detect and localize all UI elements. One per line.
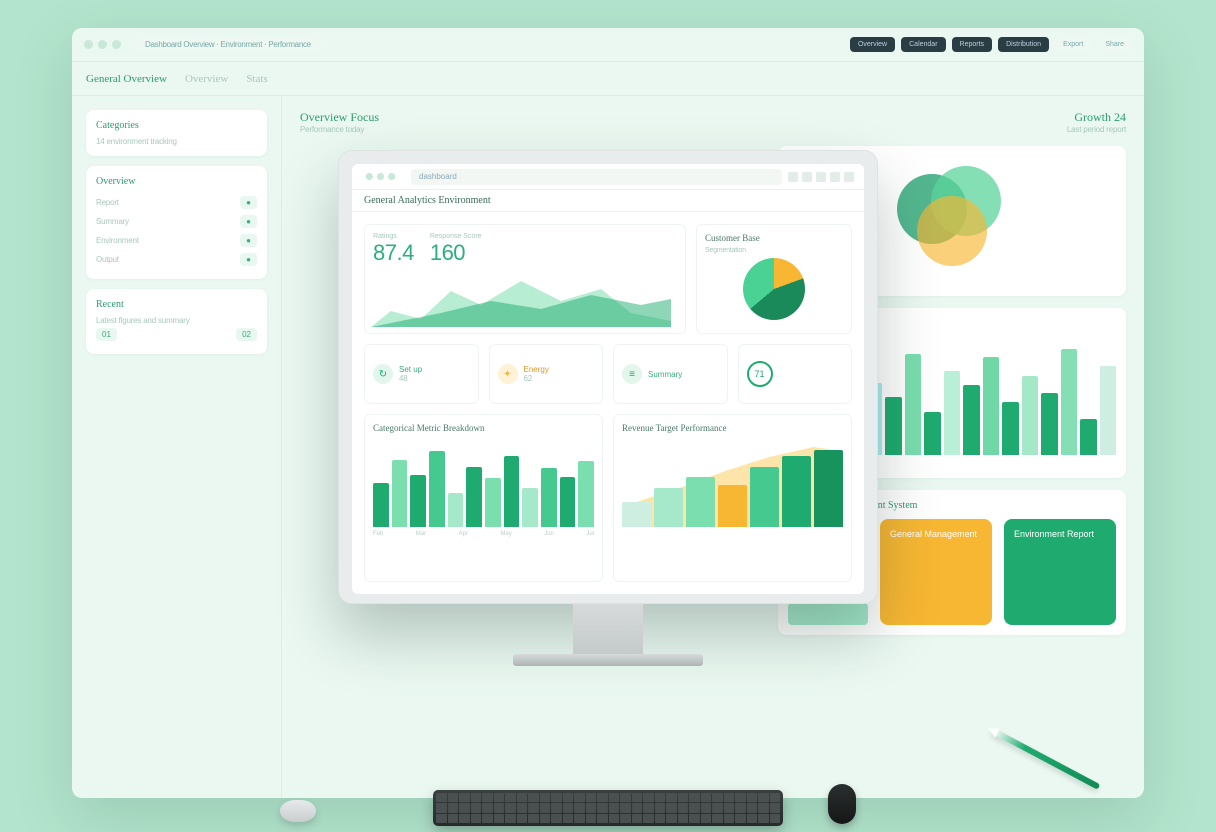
card-title: Categories [96,120,257,131]
list-item[interactable]: Environment● [96,231,257,250]
stat-energy[interactable]: ✦ Energy62 [489,344,604,404]
chart-title: Categorical Metric Breakdown [373,423,594,433]
browser-toolbar: Dashboard Overview · Environment · Perfo… [72,28,1144,62]
kpi-label: Ratings [373,233,414,240]
trackpad [280,800,316,822]
gauge-icon: 71 [747,361,773,387]
venn-diagram [897,166,1007,256]
top-nav: Overview Calendar Reports Distribution E… [850,37,1132,52]
nav-item-lite[interactable]: Share [1097,37,1132,52]
imac-monitor: dashboard General Analytics Environment … [338,150,878,666]
sidebar-card-categories: Categories 14 environment tracking [86,110,267,156]
pie-card: Customer Base Segmentation [696,224,852,334]
bar-series [622,437,843,527]
chart-title: Customer Base [705,233,843,243]
nav-item[interactable]: Calendar [901,37,945,52]
section-heading: Growth 24 [1067,110,1126,125]
toolbar-icons[interactable] [788,172,854,182]
combo-chart [622,437,843,527]
card-title: Recent [96,299,257,310]
nav-item-lite[interactable]: Export [1055,37,1091,52]
mouse [828,784,856,824]
chart-sub: Segmentation [705,247,843,254]
list-icon: ≡ [622,364,642,384]
list-item[interactable]: Summary● [96,212,257,231]
tab-item[interactable]: Overview [185,73,228,85]
tab-bar: General Overview Overview Stats [72,62,1144,96]
nav-item[interactable]: Overview [850,37,895,52]
address-bar[interactable]: Dashboard Overview · Environment · Perfo… [135,37,321,52]
bar-chart [373,437,594,527]
chart-title: Revenue Target Performance [622,423,843,433]
list-item[interactable]: Report● [96,193,257,212]
x-axis: FebMarAprMayJunJul [373,531,594,537]
pie-chart [743,258,805,320]
sidebar-card-recent: Recent Latest figures and summary 0102 [86,289,267,354]
section-heading: Overview Focus [300,110,379,125]
section-sub: Last period report [1067,125,1126,134]
kpi-value: 160 [430,240,482,266]
tab-item[interactable]: Stats [246,73,267,85]
sidebar: Categories 14 environment tracking Overv… [72,96,282,798]
inner-browser-bar: dashboard [352,164,864,190]
callout-amber[interactable]: General Management [880,519,992,625]
refresh-icon: ↻ [373,364,393,384]
keyboard [433,790,783,826]
kpi-label: Response Score [430,233,482,240]
nav-item[interactable]: Reports [952,37,993,52]
window-controls[interactable] [84,40,121,49]
page-title: General Analytics Environment [352,190,864,212]
card-line: Latest figures and summary [96,316,257,325]
combo-chart-card: Revenue Target Performance [613,414,852,582]
kpi-area-card: Ratings 87.4 Response Score 160 [364,224,686,334]
stat-summary[interactable]: ≡ Summary [613,344,728,404]
callout-green[interactable]: Environment Report [1004,519,1116,625]
stat-ring[interactable]: 71 [738,344,853,404]
section-sub: Performance today [300,125,379,134]
inner-address-bar[interactable]: dashboard [411,169,782,185]
sidebar-card-overview: Overview Report● Summary● Environment● O… [86,166,267,279]
spark-icon: ✦ [498,364,518,384]
card-subtitle: 14 environment tracking [96,137,257,146]
area-chart [371,271,671,327]
icon-stat-row: ↻ Set up48 ✦ Energy62 ≡ Summary 71 [364,344,852,404]
card-title: Overview [96,176,257,187]
nav-item[interactable]: Distribution [998,37,1049,52]
bar-breakdown-card: Categorical Metric Breakdown FebMarAprMa… [364,414,603,582]
kpi-value: 87.4 [373,240,414,266]
monitor-screen: dashboard General Analytics Environment … [352,164,864,594]
list-item[interactable]: Output● [96,250,257,269]
stat-setup[interactable]: ↻ Set up48 [364,344,479,404]
tab-active[interactable]: General Overview [86,73,167,85]
